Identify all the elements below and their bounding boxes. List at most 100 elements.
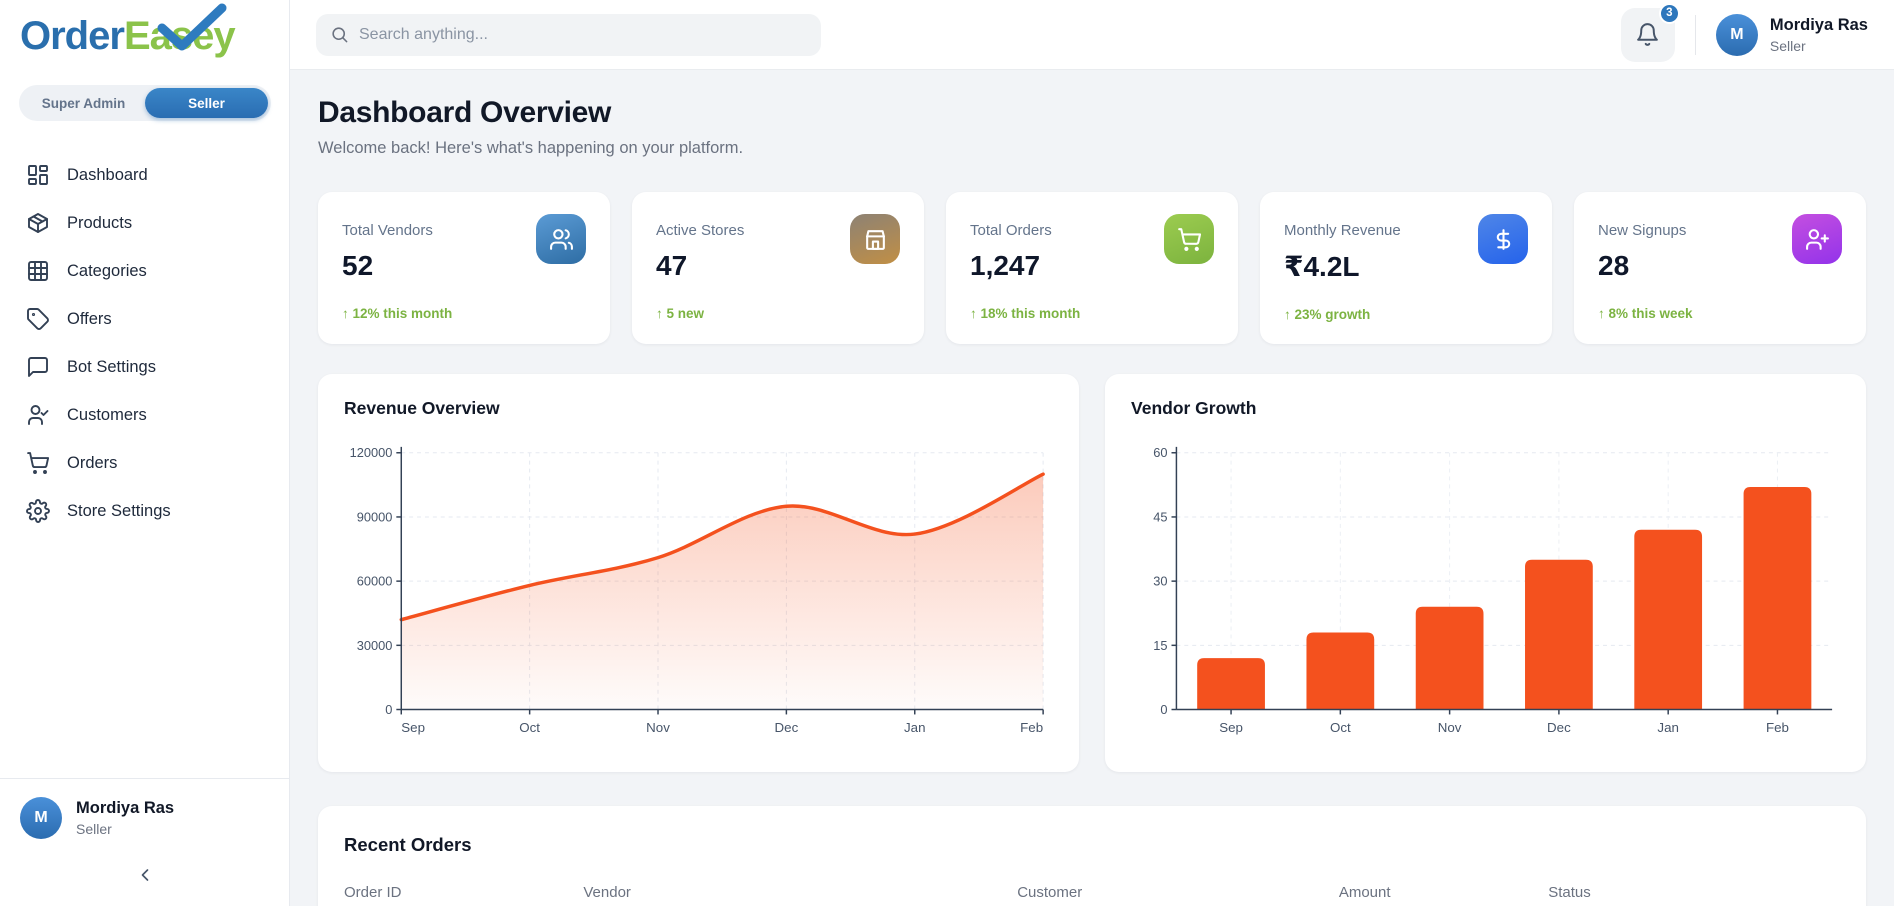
sidebar-nav: Dashboard Products Categories Offers Bot… — [0, 151, 289, 535]
svg-text:15: 15 — [1153, 638, 1167, 653]
sidebar-item-customers[interactable]: Customers — [14, 391, 275, 439]
svg-text:90000: 90000 — [357, 509, 393, 524]
user-check-icon — [28, 405, 49, 425]
recent-orders-table: Order ID Vendor Customer Amount Status — [344, 884, 1840, 906]
brand-name-primary: Order — [20, 14, 125, 58]
avatar: M — [20, 797, 62, 839]
brand-logo-text: OrderEasey — [20, 14, 289, 59]
topbar-divider — [1694, 14, 1696, 55]
vendor-growth-bar-chart: 0 15 30 45 60 Sep Oct Nov Dec Jan Feb — [1153, 445, 1833, 735]
topbar-user-role: Seller — [1769, 37, 1806, 54]
topbar-user-menu[interactable]: M Mordiya Ras Seller — [1715, 13, 1868, 56]
sidebar-item-categories[interactable]: Categories — [14, 247, 275, 295]
svg-text:Oct: Oct — [519, 720, 540, 735]
svg-text:0: 0 — [1160, 702, 1167, 717]
package-icon — [28, 213, 48, 233]
svg-text:Dec: Dec — [775, 720, 799, 735]
message-square-icon — [28, 357, 48, 377]
sidebar-item-store-settings[interactable]: Store Settings — [14, 487, 275, 535]
charts-row: Revenue Overview 0 30000 60000 90000 120000 S… — [318, 374, 1866, 772]
table-header-row: Order ID Vendor Customer Amount Status — [344, 884, 1840, 906]
revenue-chart-title: Revenue Overview — [344, 398, 500, 418]
sidebar-item-products[interactable]: Products — [14, 199, 275, 247]
sidebar: OrderEasey Super Admin Seller Dashboard … — [0, 0, 290, 906]
svg-text:45: 45 — [1153, 509, 1167, 524]
sidebar-item-label: Products — [67, 213, 133, 232]
sidebar-item-label: Customers — [67, 405, 147, 424]
role-option-seller[interactable]: Seller — [145, 88, 268, 118]
notifications-button[interactable]: 3 — [1620, 2, 1680, 62]
stat-value: 1,247 — [970, 250, 1041, 281]
sidebar-item-label: Store Settings — [67, 501, 171, 520]
brand-name-secondary: Easey — [123, 14, 236, 58]
column-header-vendor: Vendor — [583, 884, 1018, 906]
sidebar-user-name: Mordiya Ras — [76, 799, 175, 817]
stat-card-total-orders: Total Orders 1,247 ↑ 18% this month — [946, 192, 1238, 344]
revenue-line-chart: 0 30000 60000 90000 120000 Sep Oct Nov Dec Jan Feb — [350, 445, 1045, 735]
avatar: M — [1715, 13, 1758, 56]
stat-value: ₹4.2L — [1284, 251, 1360, 282]
bell-icon — [1637, 23, 1659, 46]
svg-text:0: 0 — [385, 702, 392, 717]
stats-row: Total Vendors 52 ↑ 12% this month Active… — [318, 192, 1866, 344]
column-header-amount: Amount — [1338, 884, 1549, 906]
stat-value: 47 — [656, 250, 688, 281]
sidebar-item-bot-settings[interactable]: Bot Settings — [14, 343, 275, 391]
sidebar-item-label: Offers — [67, 309, 112, 328]
dollar-icon — [1478, 214, 1528, 264]
stat-value: 28 — [1598, 250, 1630, 281]
search-input[interactable] — [359, 25, 807, 44]
main-area: 3 M Mordiya Ras Seller Dashboard Overvie… — [290, 0, 1894, 906]
column-header-order-id: Order ID — [344, 884, 584, 906]
topbar-right: 3 M Mordiya Ras Seller — [1620, 2, 1868, 62]
column-header-customer: Customer — [1017, 884, 1339, 906]
stat-label: Monthly Revenue — [1284, 222, 1401, 239]
topbar-user-name: Mordiya Ras — [1769, 15, 1868, 34]
svg-text:30000: 30000 — [357, 638, 393, 653]
role-option-super-admin[interactable]: Super Admin — [22, 88, 145, 118]
svg-text:120000: 120000 — [350, 445, 393, 460]
sidebar-collapse-button[interactable] — [121, 859, 169, 894]
notification-badge: 3 — [1658, 2, 1680, 24]
topbar: 3 M Mordiya Ras Seller — [290, 0, 1894, 70]
cart-icon — [1164, 214, 1214, 264]
column-header-status: Status — [1548, 884, 1840, 906]
search-icon — [332, 27, 348, 43]
gear-icon — [26, 499, 50, 523]
sidebar-user-card[interactable]: M Mordiya Ras Seller — [0, 778, 289, 845]
svg-text:Nov: Nov — [646, 720, 670, 735]
shopping-cart-icon — [27, 452, 50, 474]
chevron-left-icon — [141, 869, 148, 881]
stat-card-monthly-revenue: Monthly Revenue ₹4.2L ↑ 23% growth — [1260, 192, 1552, 344]
sidebar-item-label: Categories — [67, 261, 147, 280]
sidebar-item-label: Bot Settings — [67, 357, 156, 376]
svg-text:30: 30 — [1153, 574, 1167, 589]
vendor-chart-title: Vendor Growth — [1131, 398, 1257, 418]
svg-text:60000: 60000 — [357, 574, 393, 589]
svg-text:60: 60 — [1153, 445, 1167, 460]
stat-value: 52 — [342, 250, 374, 281]
sidebar-user-role: Seller — [76, 821, 112, 837]
sidebar-item-label: Orders — [67, 453, 118, 472]
sidebar-item-dashboard[interactable]: Dashboard — [14, 151, 275, 199]
brand-logo: OrderEasey — [0, 0, 289, 59]
recent-orders-card: Recent Orders Order ID Vendor Customer A… — [318, 806, 1866, 906]
svg-text:Jan: Jan — [904, 720, 926, 735]
tag-icon — [27, 308, 49, 330]
recent-orders-title: Recent Orders — [344, 834, 472, 855]
sidebar-item-offers[interactable]: Offers — [14, 295, 275, 343]
page-content: Dashboard Overview Welcome back! Here's … — [290, 70, 1894, 906]
vendor-growth-card: Vendor Growth 0 15 30 45 60 Sep Oct Nov Dec Jan Fe… — [1105, 374, 1866, 772]
search-bar — [316, 13, 821, 56]
stat-label: New Signups — [1598, 222, 1687, 239]
svg-text:Jan: Jan — [1657, 720, 1679, 735]
store-icon — [850, 214, 900, 264]
sidebar-item-orders[interactable]: Orders — [14, 439, 275, 487]
sidebar-item-label: Dashboard — [67, 165, 148, 184]
stat-change: ↑ 23% growth — [1284, 307, 1371, 322]
role-toggle: Super Admin Seller — [19, 85, 271, 121]
svg-text:Sep: Sep — [1219, 720, 1243, 735]
stat-card-active-stores: Active Stores 47 ↑ 5 new — [632, 192, 924, 344]
svg-text:Feb: Feb — [1020, 720, 1043, 735]
